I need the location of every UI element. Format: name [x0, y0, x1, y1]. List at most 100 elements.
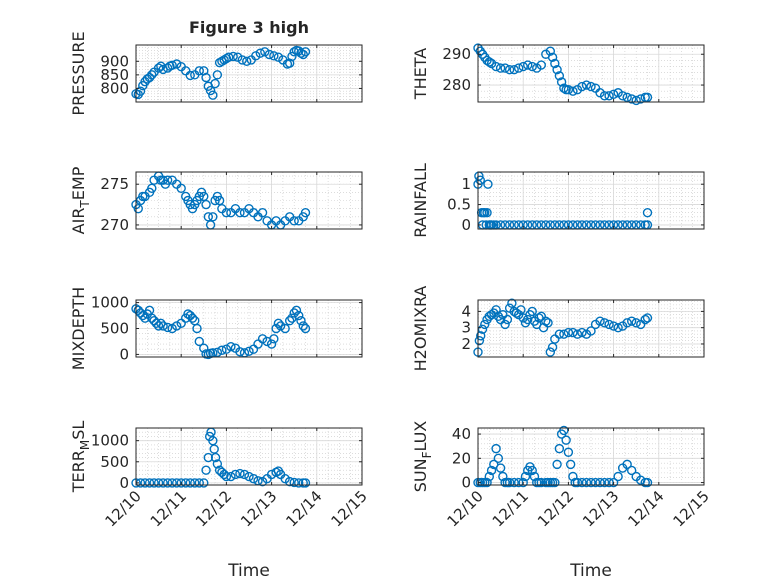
data-point: [523, 60, 533, 70]
data-point: [294, 310, 304, 321]
y-axis-label: SUNFLUX: [411, 421, 434, 493]
data-point: [230, 469, 241, 480]
data-point: [135, 86, 146, 96]
data-point: [509, 477, 519, 488]
data-point: [559, 83, 569, 93]
data-point: [255, 48, 265, 58]
axes-box: [135, 44, 363, 103]
data-point: [599, 91, 610, 101]
data-point: [271, 323, 281, 334]
y-tick-label: 275: [100, 175, 129, 193]
data-point: [518, 61, 528, 72]
data-point: [153, 321, 164, 331]
data-point: [550, 58, 560, 69]
axes-box: [477, 299, 705, 358]
data-point: [280, 323, 290, 334]
data-point: [509, 64, 519, 75]
series-markers: [131, 304, 311, 360]
data-point: [296, 48, 306, 58]
y-tick-label: 2: [461, 335, 471, 353]
data-point: [199, 478, 209, 488]
data-point: [187, 313, 198, 323]
y-tick-label: 500: [100, 320, 129, 338]
data-point: [563, 447, 574, 457]
data-point: [608, 321, 619, 331]
y-tick-label: 3: [461, 319, 471, 337]
data-point: [500, 63, 510, 73]
data-point: [199, 343, 209, 353]
data-point: [604, 319, 614, 330]
data-point: [504, 477, 515, 488]
data-point: [223, 52, 234, 62]
panel-air_temp: 270 275 AIRTEMP: [69, 166, 363, 234]
data-point: [554, 329, 565, 339]
data-point: [493, 453, 504, 464]
data-point: [581, 80, 592, 90]
data-point: [586, 326, 596, 336]
data-point: [138, 310, 148, 321]
data-point: [608, 477, 619, 488]
data-point: [595, 477, 605, 488]
data-point: [604, 91, 614, 101]
y-tick-label: 0: [119, 474, 129, 492]
data-point: [214, 57, 225, 68]
data-point: [176, 183, 186, 193]
data-point: [257, 208, 268, 218]
data-point: [577, 327, 587, 338]
data-point: [140, 478, 150, 488]
data-point: [194, 336, 204, 347]
x-axis-label: Time: [569, 561, 612, 581]
data-point: [622, 318, 632, 328]
data-point: [158, 321, 168, 331]
data-point: [221, 471, 232, 482]
data-point: [617, 91, 628, 101]
y-tick-label: 1000: [91, 294, 129, 312]
data-point: [171, 478, 182, 488]
data-point: [167, 323, 177, 334]
data-point: [171, 321, 182, 331]
y-tick-label: 270: [100, 216, 129, 234]
data-point: [203, 452, 214, 463]
data-point: [561, 435, 571, 445]
data-point: [484, 57, 494, 67]
data-point: [208, 212, 218, 222]
y-tick-label: 1000: [91, 432, 129, 450]
data-point: [156, 318, 166, 329]
data-point: [565, 459, 576, 470]
data-point: [550, 477, 560, 488]
y-tick-label: 800: [100, 79, 129, 97]
axes-box: [477, 427, 705, 486]
data-point: [144, 72, 155, 83]
data-point: [599, 477, 610, 488]
data-point: [194, 478, 204, 488]
data-point: [480, 319, 490, 330]
data-point: [543, 318, 553, 328]
data-point: [504, 64, 515, 75]
data-point: [476, 331, 486, 341]
data-point: [194, 66, 204, 76]
data-point: [518, 477, 528, 488]
data-point: [153, 478, 164, 488]
axes-box: [477, 44, 705, 103]
data-point: [214, 195, 225, 206]
data-point: [287, 51, 297, 62]
y-axis-label: THETA: [411, 48, 430, 100]
data-point: [586, 81, 596, 92]
data-point: [527, 61, 537, 72]
data-point: [210, 452, 221, 463]
data-point: [491, 61, 501, 72]
data-point: [181, 478, 191, 488]
data-point: [201, 465, 211, 475]
x-axis-label: Time: [227, 561, 270, 581]
data-point: [242, 56, 252, 66]
data-point: [590, 477, 601, 488]
data-point: [486, 465, 497, 476]
data-point: [500, 319, 510, 330]
data-point: [275, 321, 286, 331]
data-point: [221, 208, 232, 218]
data-point: [289, 477, 299, 488]
